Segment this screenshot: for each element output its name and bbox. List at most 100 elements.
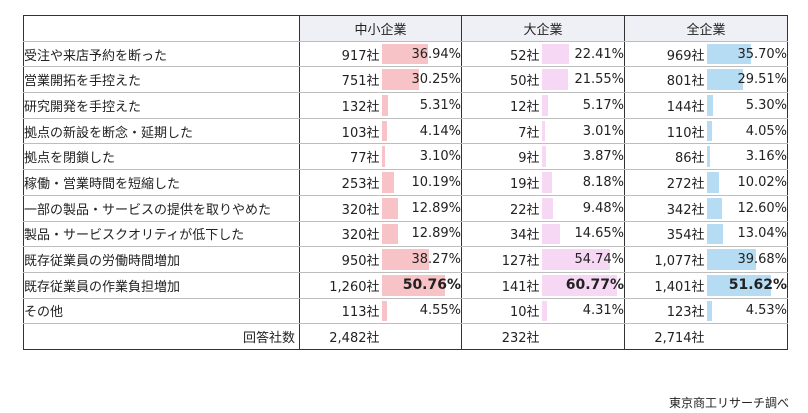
- sme-count: 77社: [299, 143, 380, 171]
- sme-percent-cell: 10.19%: [379, 169, 463, 196]
- sme-count: 132社: [299, 92, 380, 119]
- all-percent: 39.68%: [737, 252, 788, 268]
- sme-percent-bar: [381, 300, 388, 322]
- all-count: 86社: [624, 143, 705, 171]
- all-percent: 35.70%: [737, 46, 788, 62]
- large-percent-bar: [541, 95, 548, 116]
- sme-percent: 3.10%: [419, 149, 462, 165]
- table-row: 営業開拓を手控えた 751社 30.25% 50社 21.55% 801社 29.51%: [23, 66, 788, 94]
- sme-count: 751社: [299, 66, 380, 94]
- all-percent-cell: 35.70%: [704, 41, 788, 68]
- sme-count: 1,260社: [299, 272, 380, 299]
- table-row: 拠点を閉鎖した 77社 3.10% 9社 3.87% 86社 3.16%: [23, 143, 788, 171]
- large-percent-bar: [541, 146, 547, 168]
- all-percent-cell: 13.04%: [704, 221, 788, 248]
- large-count: 12社: [461, 92, 540, 119]
- large-count: 19社: [461, 169, 540, 196]
- all-count: 1,401社: [624, 272, 705, 299]
- all-percent-bar: [706, 300, 713, 322]
- row-label: 受注や来店予約を断った: [23, 41, 300, 68]
- all-percent-bar: [706, 172, 719, 193]
- all-percent-bar: [706, 120, 712, 142]
- table-row: 既存従業員の労働時間増加 950社 38.27% 127社 54.74% 1,077社 39…: [23, 246, 788, 273]
- header-sme: 中小企業: [299, 15, 463, 42]
- row-label: その他: [23, 298, 300, 325]
- survey-table: 中小企業 大企業 全企業 受注や来店予約を断った 917社 36.94% 52社 22.…: [23, 15, 789, 350]
- all-percent-bar: [706, 43, 751, 65]
- sme-percent-cell: 4.14%: [379, 118, 463, 145]
- source-note: 東京商工リサーチ調べ: [668, 396, 789, 410]
- all-percent: 29.51%: [737, 72, 788, 88]
- all-count: 272社: [624, 169, 705, 196]
- all-percent-cell: 3.16%: [704, 143, 788, 171]
- sme-percent: 4.14%: [419, 123, 462, 139]
- all-count: 144社: [624, 92, 705, 119]
- large-count: 7社: [461, 118, 540, 145]
- sme-percent-cell: 4.55%: [379, 298, 463, 325]
- table-row: その他 113社 4.55% 10社 4.31% 123社 4.53%: [23, 298, 788, 325]
- sme-count: 917社: [299, 41, 380, 68]
- large-count: 22社: [461, 195, 540, 222]
- all-percent-bar: [706, 274, 771, 296]
- all-percent: 10.02%: [737, 174, 788, 190]
- all-percent-cell: 10.02%: [704, 169, 788, 196]
- all-percent-cell: 5.30%: [704, 92, 788, 119]
- large-count: 9社: [461, 143, 540, 171]
- all-count: 354社: [624, 221, 705, 248]
- row-label: 研究開発を手控えた: [23, 92, 300, 119]
- sme-percent: 50.76%: [402, 277, 462, 294]
- total-all: 2,714社: [624, 323, 705, 350]
- header-corner: [23, 15, 300, 42]
- sme-percent-bar: [381, 43, 428, 65]
- sme-percent-cell: 30.25%: [379, 66, 463, 94]
- sme-count: 950社: [299, 246, 380, 273]
- all-percent-bar: [706, 69, 744, 91]
- sme-percent-cell: 12.89%: [379, 195, 463, 222]
- sme-percent: 5.31%: [419, 97, 462, 113]
- large-percent: 14.65%: [574, 226, 625, 242]
- all-percent-bar: [706, 197, 723, 219]
- large-percent-bar: [541, 172, 552, 193]
- all-percent-cell: 4.05%: [704, 118, 788, 145]
- row-label: 稼働・営業時間を短縮した: [23, 169, 300, 196]
- table-row: 一部の製品・サービスの提供を取りやめた 320社 12.89% 22社 9.48% 342…: [23, 195, 788, 222]
- large-percent-cell: 54.74%: [539, 246, 626, 273]
- large-percent-cell: 4.31%: [539, 298, 626, 325]
- sme-percent-cell: 5.31%: [379, 92, 463, 119]
- large-percent: 9.48%: [582, 200, 625, 216]
- all-count: 1,077社: [624, 246, 705, 273]
- all-count: 969社: [624, 41, 705, 68]
- total-row: 回答社数 2,482社 232社 2,714社: [23, 323, 788, 350]
- table-row: 受注や来店予約を断った 917社 36.94% 52社 22.41% 969社 35.70%: [23, 41, 788, 68]
- sme-percent-bar: [381, 274, 445, 296]
- large-percent-cell: 3.87%: [539, 143, 626, 171]
- all-percent-cell: 29.51%: [704, 66, 788, 94]
- large-percent: 21.55%: [574, 72, 625, 88]
- large-percent: 3.01%: [582, 123, 625, 139]
- large-percent: 3.87%: [582, 149, 625, 165]
- large-percent: 54.74%: [574, 252, 625, 268]
- sme-count: 320社: [299, 221, 380, 248]
- row-label: 営業開拓を手控えた: [23, 66, 300, 94]
- sme-percent-bar: [381, 172, 395, 193]
- sme-percent-bar: [381, 249, 430, 270]
- sme-count: 103社: [299, 118, 380, 145]
- all-count: 123社: [624, 298, 705, 325]
- header-all: 全企業: [624, 15, 788, 42]
- all-percent: 4.05%: [745, 123, 788, 139]
- sme-percent-bar: [381, 120, 387, 142]
- sme-percent: 12.89%: [411, 200, 462, 216]
- large-percent-bar: [541, 69, 569, 91]
- all-percent-bar: [706, 146, 711, 168]
- sme-percent-cell: 38.27%: [379, 246, 463, 273]
- all-percent-cell: 12.60%: [704, 195, 788, 222]
- large-percent: 60.77%: [565, 277, 625, 294]
- sme-percent: 10.19%: [411, 174, 462, 190]
- large-percent: 4.31%: [582, 303, 625, 319]
- total-large: 232社: [461, 323, 540, 350]
- row-label: 製品・サービスクオリティが低下した: [23, 221, 300, 248]
- table-row: 稼働・営業時間を短縮した 253社 10.19% 19社 8.18% 272社 10.02%: [23, 169, 788, 196]
- all-count: 110社: [624, 118, 705, 145]
- table-header: 中小企業 大企業 全企業: [23, 15, 788, 42]
- sme-percent-bar: [381, 197, 398, 219]
